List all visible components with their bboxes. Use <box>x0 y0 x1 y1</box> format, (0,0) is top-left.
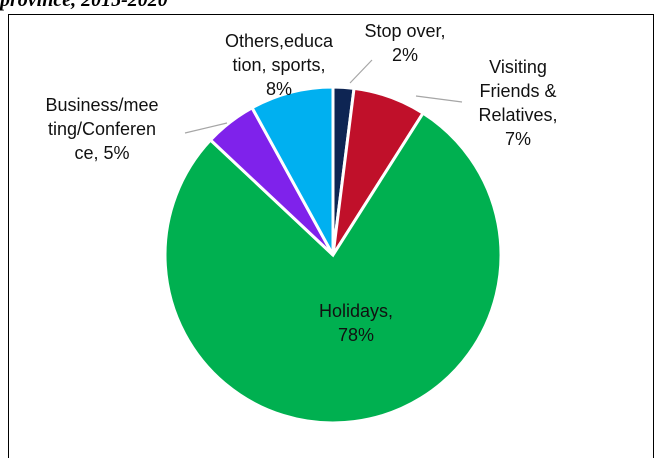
slice-label-3: Business/mee ting/Conferen ce, 5% <box>45 95 158 163</box>
slice-label-1: Visiting Friends & Relatives, 7% <box>478 57 557 149</box>
leader-line-3 <box>184 122 228 134</box>
pie-slice-4 <box>250 85 335 256</box>
chart-frame <box>8 14 654 458</box>
slice-label-4: Others,educa tion, sports, 8% <box>225 31 334 99</box>
leader-line-0 <box>349 59 373 84</box>
leader-line-1 <box>415 95 463 103</box>
pie-slice-2 <box>163 111 503 425</box>
chart-caption: province, 2015-2020 <box>0 0 170 12</box>
slice-label-0: Stop over, 2% <box>364 21 445 65</box>
slice-label-2: Holidays, 78% <box>319 301 393 345</box>
